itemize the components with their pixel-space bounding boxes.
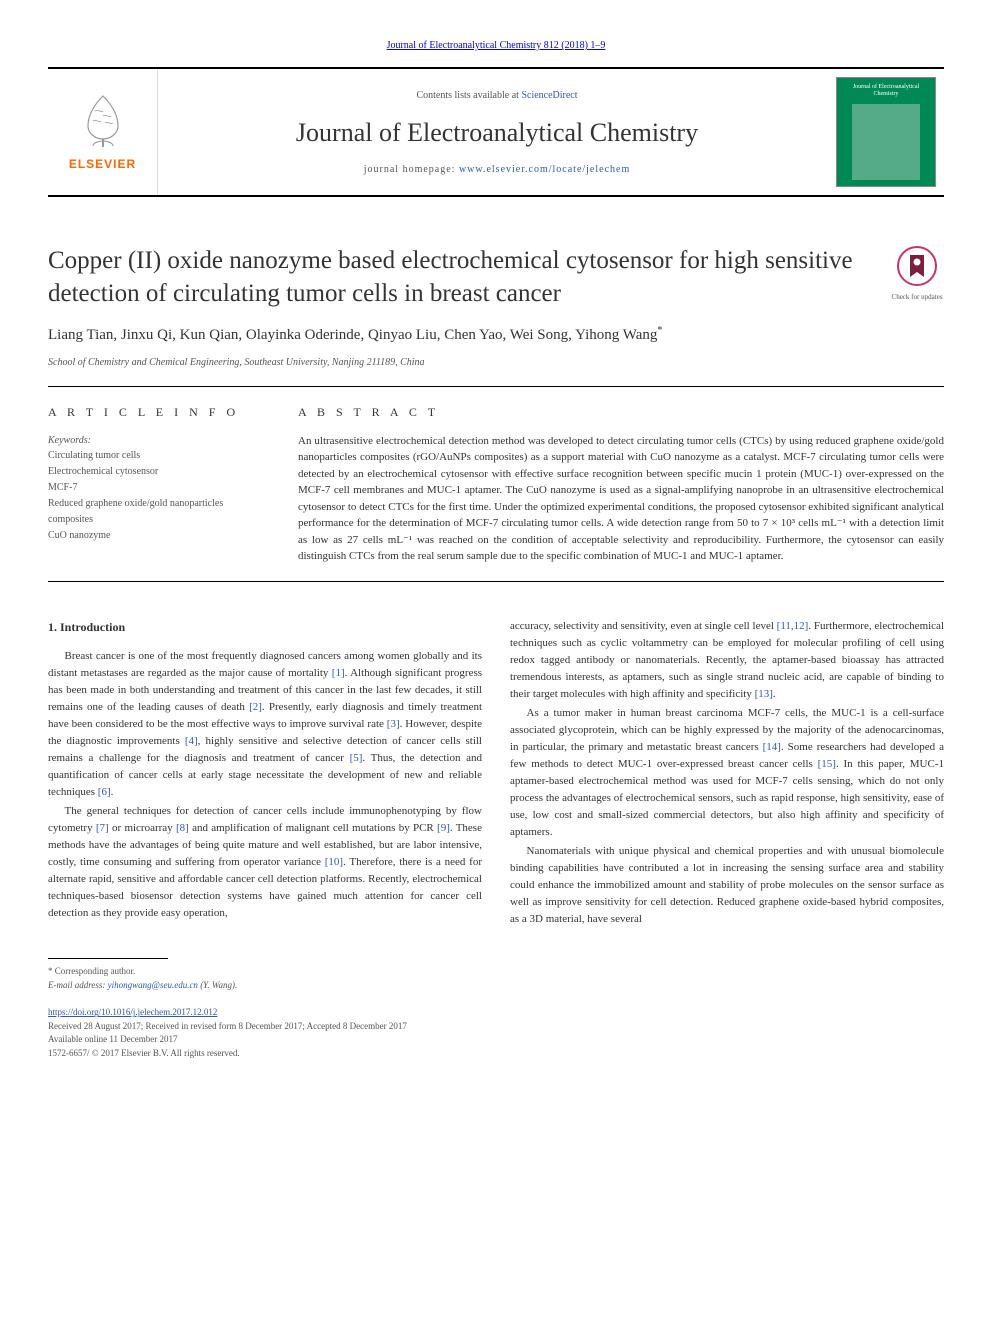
abstract-text: An ultrasensitive electrochemical detect…: [298, 433, 944, 565]
email-suffix: (Y. Wang).: [198, 980, 237, 990]
footer-block: https://doi.org/10.1016/j.jelechem.2017.…: [48, 1006, 944, 1060]
body-paragraph: accuracy, selectivity and sensitivity, e…: [510, 618, 944, 703]
body-columns: 1. Introduction Breast cancer is one of …: [48, 618, 944, 931]
citation-link[interactable]: [13]: [755, 688, 773, 700]
abstract-column: A B S T R A C T An ultrasensitive electr…: [298, 403, 944, 565]
citation-link[interactable]: [11,12]: [777, 620, 809, 632]
check-updates-badge[interactable]: Check for updates: [890, 245, 944, 310]
homepage-line: journal homepage: www.elsevier.com/locat…: [178, 162, 816, 177]
body-paragraph: Breast cancer is one of the most frequen…: [48, 648, 482, 801]
body-text: .: [111, 786, 114, 798]
homepage-link[interactable]: www.elsevier.com/locate/jelechem: [459, 164, 630, 175]
contents-prefix: Contents lists available at: [416, 90, 521, 101]
citation-link[interactable]: [3]: [387, 718, 400, 730]
journal-ref-link[interactable]: Journal of Electroanalytical Chemistry 8…: [387, 40, 606, 51]
divider-bottom: [48, 581, 944, 582]
keyword-item: Reduced graphene oxide/gold nanoparticle…: [48, 496, 268, 528]
body-text: and amplification of malignant cell muta…: [189, 822, 437, 834]
citation-link[interactable]: [10]: [325, 856, 343, 868]
journal-name: Journal of Electroanalytical Chemistry: [178, 113, 816, 152]
section-1-heading: 1. Introduction: [48, 618, 482, 636]
corresponding-mark: *: [657, 325, 662, 336]
keywords-list: Circulating tumor cells Electrochemical …: [48, 448, 268, 544]
keyword-item: CuO nanozyme: [48, 528, 268, 544]
elsevier-wordmark: ELSEVIER: [69, 155, 136, 173]
footnote-separator: [48, 958, 168, 959]
article-info-heading: A R T I C L E I N F O: [48, 403, 268, 421]
citation-link[interactable]: [8]: [176, 822, 189, 834]
article-info-column: A R T I C L E I N F O Keywords: Circulat…: [48, 403, 268, 565]
body-paragraph: Nanomaterials with unique physical and c…: [510, 843, 944, 928]
body-text: Nanomaterials with unique physical and c…: [510, 845, 944, 925]
title-block: Copper (II) oxide nanozyme based electro…: [48, 245, 944, 310]
check-updates-text: Check for updates: [890, 293, 944, 301]
keywords-label: Keywords:: [48, 433, 268, 448]
footnote-email: E-mail address: yihongwang@seu.edu.cn (Y…: [48, 979, 944, 993]
homepage-prefix: journal homepage:: [364, 164, 459, 175]
affiliation: School of Chemistry and Chemical Enginee…: [48, 355, 944, 370]
body-column-left: 1. Introduction Breast cancer is one of …: [48, 618, 482, 931]
authors: Liang Tian, Jinxu Qi, Kun Qian, Olayinka…: [48, 324, 944, 347]
keyword-item: MCF-7: [48, 480, 268, 496]
body-paragraph: As a tumor maker in human breast carcino…: [510, 705, 944, 841]
cover-thumb-image: [852, 104, 921, 180]
citation-link[interactable]: [6]: [98, 786, 111, 798]
citation-link[interactable]: [2]: [249, 701, 262, 713]
citation-link[interactable]: [15]: [818, 758, 836, 770]
email-label: E-mail address:: [48, 980, 108, 990]
body-text: accuracy, selectivity and sensitivity, e…: [510, 620, 777, 632]
elsevier-logo: ELSEVIER: [48, 69, 158, 195]
body-text: or microarray: [109, 822, 176, 834]
available-line: Available online 11 December 2017: [48, 1033, 944, 1047]
keyword-item: Electrochemical cytosensor: [48, 464, 268, 480]
elsevier-tree-icon: [73, 91, 133, 151]
sciencedirect-link[interactable]: ScienceDirect: [521, 90, 577, 101]
page-container: Journal of Electroanalytical Chemistry 8…: [0, 0, 992, 1090]
citation-link[interactable]: [4]: [185, 735, 198, 747]
contents-line: Contents lists available at ScienceDirec…: [178, 88, 816, 103]
doi-link[interactable]: https://doi.org/10.1016/j.jelechem.2017.…: [48, 1007, 217, 1017]
copyright-line: 1572-6657/ © 2017 Elsevier B.V. All righ…: [48, 1047, 944, 1061]
abstract-heading: A B S T R A C T: [298, 403, 944, 421]
divider-top: [48, 386, 944, 387]
cover-thumb-title: Journal of Electroanalytical Chemistry: [843, 84, 929, 98]
body-text: .: [773, 688, 776, 700]
citation-link[interactable]: [7]: [96, 822, 109, 834]
citation-link[interactable]: [1]: [332, 667, 345, 679]
authors-names: Liang Tian, Jinxu Qi, Kun Qian, Olayinka…: [48, 327, 657, 343]
citation-link[interactable]: [9]: [437, 822, 450, 834]
email-link[interactable]: yihongwang@seu.edu.cn: [108, 980, 198, 990]
article-title: Copper (II) oxide nanozyme based electro…: [48, 245, 872, 310]
body-paragraph: The general techniques for detection of …: [48, 803, 482, 922]
journal-header: ELSEVIER Contents lists available at Sci…: [48, 67, 944, 197]
received-line: Received 28 August 2017; Received in rev…: [48, 1020, 944, 1034]
keyword-item: Circulating tumor cells: [48, 448, 268, 464]
citation-link[interactable]: [5]: [350, 752, 363, 764]
citation-link[interactable]: [14]: [763, 741, 781, 753]
check-updates-icon: [896, 245, 938, 287]
journal-cover-thumb: Journal of Electroanalytical Chemistry: [836, 77, 936, 187]
journal-reference-top: Journal of Electroanalytical Chemistry 8…: [48, 38, 944, 53]
footnote-corresponding: * Corresponding author.: [48, 965, 944, 979]
body-column-right: accuracy, selectivity and sensitivity, e…: [510, 618, 944, 931]
info-abstract-row: A R T I C L E I N F O Keywords: Circulat…: [48, 403, 944, 565]
header-center: Contents lists available at ScienceDirec…: [158, 78, 836, 187]
